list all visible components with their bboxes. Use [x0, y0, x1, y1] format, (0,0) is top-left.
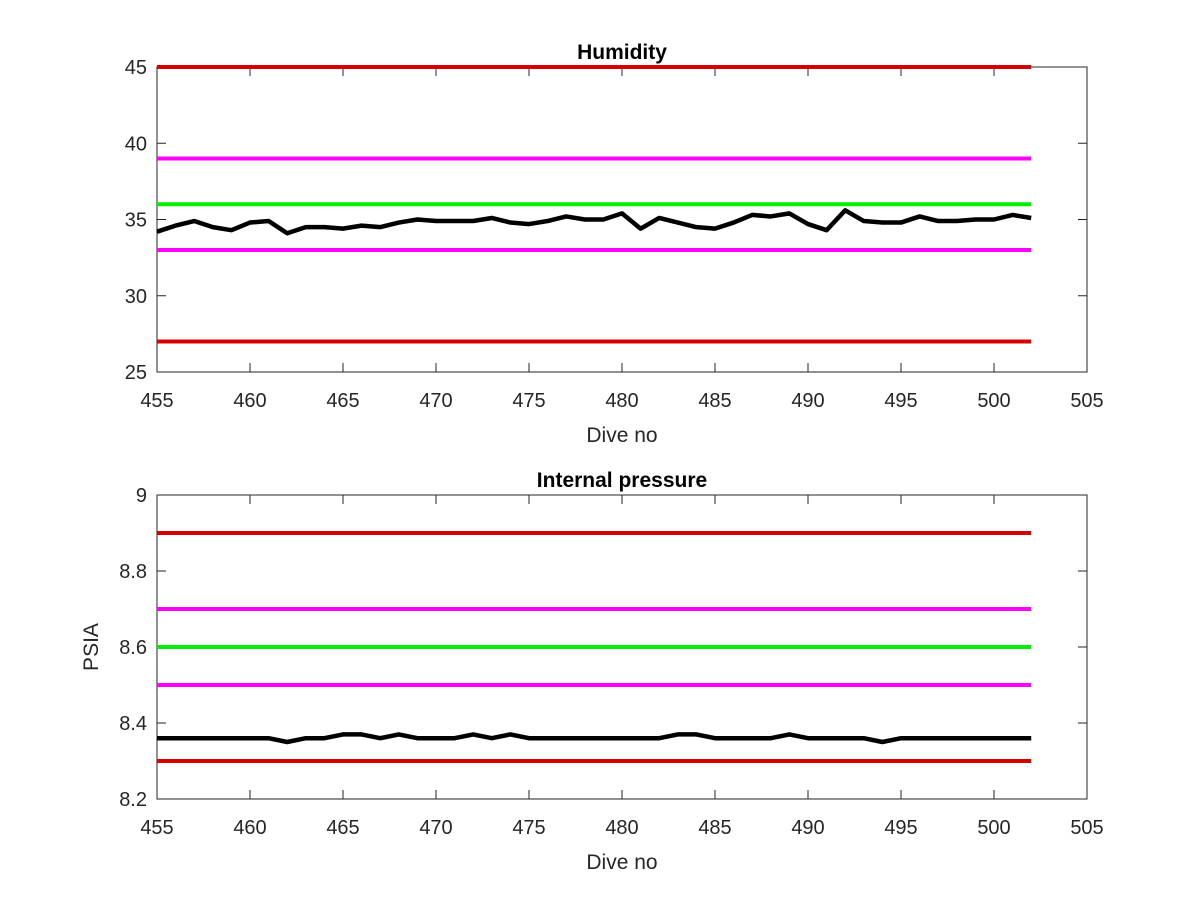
y-tick-label: 25: [125, 362, 147, 384]
x-tick-label: 460: [233, 817, 266, 839]
x-tick-label: 485: [698, 390, 731, 412]
y-tick-label: 9: [136, 485, 147, 507]
y-tick-label: 8.4: [119, 713, 147, 735]
x-tick-label: 465: [326, 390, 359, 412]
x-tick-label: 495: [884, 817, 917, 839]
chart-title: Internal pressure: [537, 469, 707, 492]
x-axis-label: Dive no: [586, 851, 657, 874]
humidity-plot: 455 460 465 470 475 480 485 490 495 500 505 25 30 35 4…: [125, 41, 1104, 447]
series-line: [156, 208, 1032, 236]
x-tick-label: 485: [698, 817, 731, 839]
y-axis-label: PSIA: [80, 623, 103, 671]
x-tick-label: 480: [605, 817, 638, 839]
y-tick-label: 40: [125, 133, 147, 155]
x-tick-label: 455: [140, 817, 173, 839]
y-tick-label: 45: [125, 57, 147, 79]
y-tick-label: 30: [125, 286, 147, 308]
chart-title: Humidity: [577, 41, 667, 64]
x-tick-label: 480: [605, 390, 638, 412]
x-tick-label: 490: [791, 817, 824, 839]
x-tick-label: 500: [977, 817, 1010, 839]
x-tick-label: 475: [512, 390, 545, 412]
series-line: [157, 732, 1032, 745]
y-tick-label: 8.6: [119, 637, 147, 659]
x-tick-label: 470: [419, 817, 452, 839]
x-tick-label: 505: [1070, 817, 1103, 839]
x-axis-label: Dive no: [586, 424, 657, 447]
x-tick-label: 500: [977, 390, 1010, 412]
internal-pressure-plot: 455 460 465 470 475 480 485 490 495 500 505 8.2 8.4 8…: [80, 469, 1104, 874]
x-tick-label: 465: [326, 817, 359, 839]
x-tick-label: 490: [791, 390, 824, 412]
x-tick-label: 475: [512, 817, 545, 839]
x-tick-label: 455: [140, 390, 173, 412]
x-tick-label: 495: [884, 390, 917, 412]
x-tick-label: 470: [419, 390, 452, 412]
x-tick-label: 505: [1070, 390, 1103, 412]
y-tick-label: 35: [125, 210, 147, 232]
y-tick-label: 8.2: [119, 789, 147, 811]
x-tick-label: 460: [233, 390, 266, 412]
y-tick-label: 8.8: [119, 561, 147, 583]
